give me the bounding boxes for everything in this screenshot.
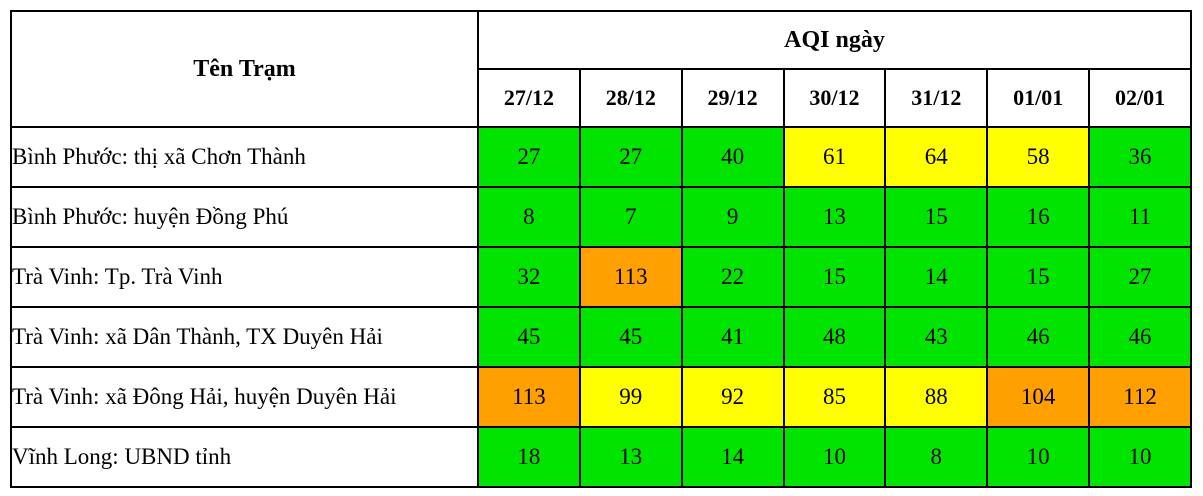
date-column-header: 31/12 (884, 68, 989, 128)
aqi-value-cell: 112 (1088, 366, 1192, 428)
aqi-value-cell: 9 (680, 186, 785, 248)
aqi-value-cell: 15 (986, 246, 1091, 308)
station-name-cell: Trà Vinh: xã Dân Thành, TX Duyên Hải (10, 306, 479, 368)
aqi-value-cell: 32 (477, 246, 581, 308)
aqi-value-cell: 15 (782, 246, 887, 308)
aqi-value-cell: 27 (1088, 246, 1192, 308)
aqi-value-cell: 15 (884, 186, 989, 248)
aqi-value-cell: 10 (782, 426, 887, 488)
aqi-value-cell: 40 (680, 126, 785, 188)
aqi-value-cell: 45 (578, 306, 683, 368)
table-row: Trà Vinh: xã Dân Thành, TX Duyên Hải 45 45… (10, 306, 1192, 368)
table-row: Bình Phước: huyện Đồng Phú 8 7 9 13 15 16 11 (10, 186, 1192, 248)
date-column-header: 28/12 (578, 68, 683, 128)
aqi-value-cell: 92 (680, 366, 785, 428)
aqi-value-cell: 14 (884, 246, 989, 308)
date-column-header: 30/12 (782, 68, 887, 128)
date-column-header: 02/01 (1088, 68, 1192, 128)
aqi-value-cell: 46 (1088, 306, 1192, 368)
table-row: Bình Phước: thị xã Chơn Thành 27 27 40 61 64 5… (10, 126, 1192, 188)
aqi-value-cell: 45 (477, 306, 581, 368)
aqi-value-cell: 113 (578, 246, 683, 308)
table-row: Vĩnh Long: UBND tỉnh 18 13 14 10 8 10 10 (10, 426, 1192, 488)
aqi-value-cell: 88 (884, 366, 989, 428)
aqi-value-cell: 104 (986, 366, 1091, 428)
aqi-value-cell: 10 (1088, 426, 1192, 488)
station-name-cell: Bình Phước: huyện Đồng Phú (10, 186, 479, 248)
station-name-cell: Vĩnh Long: UBND tỉnh (10, 426, 479, 488)
aqi-value-cell: 11 (1088, 186, 1192, 248)
aqi-value-cell: 85 (782, 366, 887, 428)
aqi-value-cell: 99 (578, 366, 683, 428)
aqi-value-cell: 43 (884, 306, 989, 368)
aqi-value-cell: 46 (986, 306, 1091, 368)
table-header: Tên Trạm AQI ngày 27/12 28/12 29/12 30/1… (10, 10, 1192, 128)
aqi-value-cell: 18 (477, 426, 581, 488)
aqi-value-cell: 8 (884, 426, 989, 488)
aqi-day-group-header: AQI ngày (477, 10, 1192, 70)
date-column-header: 27/12 (477, 68, 581, 128)
station-name-cell: Trà Vinh: xã Đông Hải, huyện Duyên Hải (10, 366, 479, 428)
table-body: Bình Phước: thị xã Chơn Thành 27 27 40 61 64 5… (10, 126, 1192, 488)
aqi-value-cell: 36 (1088, 126, 1192, 188)
station-name-cell: Trà Vinh: Tp. Trà Vinh (10, 246, 479, 308)
aqi-value-cell: 48 (782, 306, 887, 368)
table-row: Trà Vinh: xã Đông Hải, huyện Duyên Hải 11… (10, 366, 1192, 428)
aqi-value-cell: 64 (884, 126, 989, 188)
header-group-row: Tên Trạm AQI ngày (10, 10, 1192, 128)
aqi-value-cell: 7 (578, 186, 683, 248)
aqi-value-cell: 61 (782, 126, 887, 188)
aqi-table: Tên Trạm AQI ngày 27/12 28/12 29/12 30/1… (10, 10, 1192, 488)
aqi-value-cell: 27 (477, 126, 581, 188)
aqi-value-cell: 14 (680, 426, 785, 488)
date-column-header: 01/01 (986, 68, 1091, 128)
station-name-cell: Bình Phước: thị xã Chơn Thành (10, 126, 479, 188)
aqi-value-cell: 41 (680, 306, 785, 368)
aqi-table-container: Tên Trạm AQI ngày 27/12 28/12 29/12 30/1… (10, 10, 1192, 488)
aqi-value-cell: 13 (782, 186, 887, 248)
date-column-header: 29/12 (680, 68, 785, 128)
table-row: Trà Vinh: Tp. Trà Vinh 32 113 22 15 14 15 27 (10, 246, 1192, 308)
aqi-value-cell: 22 (680, 246, 785, 308)
aqi-value-cell: 8 (477, 186, 581, 248)
aqi-value-cell: 16 (986, 186, 1091, 248)
aqi-value-cell: 10 (986, 426, 1091, 488)
aqi-value-cell: 27 (578, 126, 683, 188)
aqi-value-cell: 58 (986, 126, 1091, 188)
aqi-value-cell: 13 (578, 426, 683, 488)
aqi-value-cell: 113 (477, 366, 581, 428)
header-dates-row: 27/12 28/12 29/12 30/12 31/12 01/01 02/0… (11, 68, 1192, 128)
station-column-header: Tên Trạm (10, 10, 479, 128)
